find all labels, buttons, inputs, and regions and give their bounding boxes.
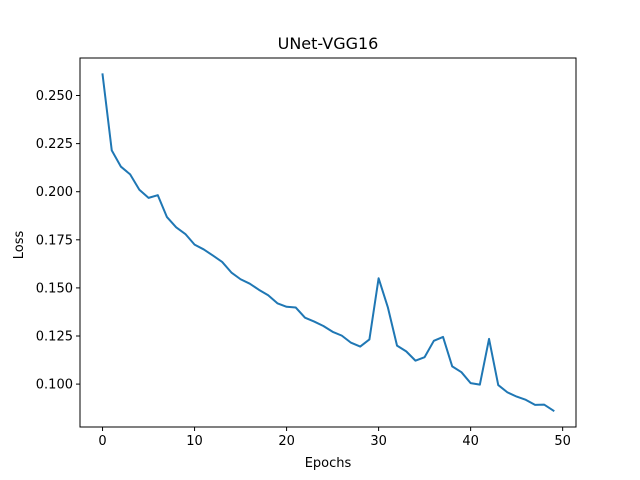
y-tick-label: 0.225 [36,137,73,152]
chart-title: UNet-VGG16 [278,34,379,53]
x-tick-label: 50 [554,434,571,449]
plot-frame [79,57,577,428]
y-tick-label: 0.250 [36,89,73,104]
x-tick-label: 30 [370,434,387,449]
y-tick-label: 0.125 [36,330,73,345]
x-axis-title: Epochs [305,456,352,471]
y-tick-label: 0.150 [36,281,73,296]
y-axis-title: Loss [12,231,27,260]
plot-area [101,73,555,413]
loss-series-line [101,73,555,413]
x-tick-label: 40 [462,434,479,449]
x-tick-label: 0 [98,434,106,449]
y-axis: 0.100 0.125 0.150 0.175 0.200 0.225 0.250 [36,89,80,393]
y-tick-label: 0.175 [36,233,73,248]
x-tick-label: 10 [186,434,203,449]
x-tick-label: 20 [278,434,295,449]
y-tick-label: 0.100 [36,378,73,393]
x-axis: 0 10 20 30 40 50 [98,427,571,449]
y-tick-label: 0.200 [36,185,73,200]
